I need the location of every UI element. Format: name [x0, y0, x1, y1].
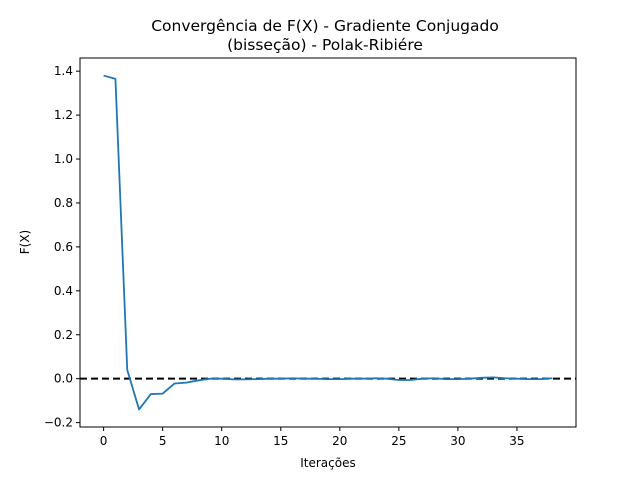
chart-title-line2: (bisseção) - Polak-Ribiére	[227, 36, 423, 54]
series-line-0	[103, 74, 553, 411]
x-tick-label: 0	[100, 434, 108, 448]
plot-frame	[79, 57, 577, 428]
x-tick-label: 15	[273, 434, 288, 448]
x-tick-label: 20	[332, 434, 347, 448]
y-axis: −0.2 0.0 0.2 0.4 0.6 0.8 1.0 1.2 1.4	[44, 64, 80, 430]
y-axis-label: F(X)	[18, 230, 32, 255]
y-tick-label: 0.0	[54, 372, 73, 386]
y-tick-label: 0.2	[54, 328, 73, 342]
x-axis-label: Iterações	[300, 456, 356, 470]
y-tick-label: 0.8	[54, 196, 73, 210]
x-tick-label: 35	[509, 434, 524, 448]
y-tick-label: 0.4	[54, 284, 73, 298]
x-tick-label: 25	[391, 434, 406, 448]
plot-area	[80, 74, 576, 411]
x-tick-label: 5	[159, 434, 167, 448]
x-tick-label: 10	[214, 434, 229, 448]
chart-title-line1: Convergência de F(X) - Gradiente Conjuga…	[151, 17, 499, 35]
y-tick-label: −0.2	[44, 416, 73, 430]
x-tick-label: 30	[450, 434, 465, 448]
y-tick-label: 1.2	[54, 108, 73, 122]
y-tick-label: 0.6	[54, 240, 73, 254]
y-tick-label: 1.4	[54, 64, 73, 78]
y-tick-label: 1.0	[54, 152, 73, 166]
x-axis: 0 5 10 15 20 25 30 35	[100, 427, 525, 448]
